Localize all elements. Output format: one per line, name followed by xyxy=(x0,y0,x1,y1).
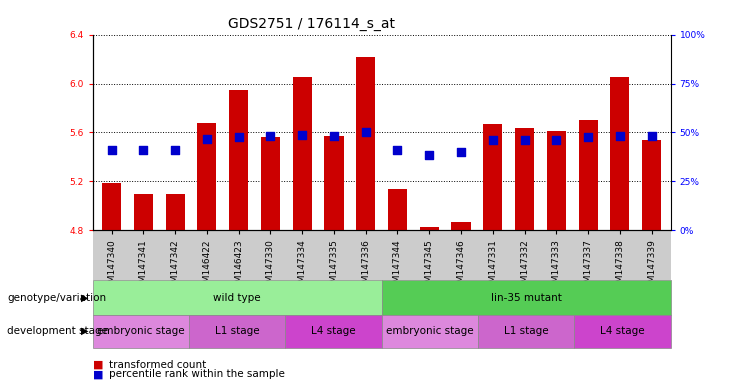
Bar xyxy=(197,123,216,230)
Bar xyxy=(388,189,407,230)
Point xyxy=(391,147,403,153)
Text: embryonic stage: embryonic stage xyxy=(97,326,185,336)
Text: L4 stage: L4 stage xyxy=(311,326,356,336)
Point xyxy=(201,136,213,142)
Text: transformed count: transformed count xyxy=(109,360,206,370)
Bar xyxy=(451,222,471,230)
Bar xyxy=(229,89,248,230)
Bar xyxy=(134,194,153,230)
Point xyxy=(614,133,625,139)
Point xyxy=(645,133,657,139)
Bar xyxy=(642,140,661,230)
Text: wild type: wild type xyxy=(213,293,261,303)
Bar xyxy=(515,127,534,230)
Bar xyxy=(611,78,629,230)
Text: L1 stage: L1 stage xyxy=(504,326,548,336)
Point xyxy=(455,149,467,155)
Bar xyxy=(483,124,502,230)
Bar xyxy=(356,56,375,230)
Point xyxy=(328,133,340,139)
Point xyxy=(582,134,594,141)
Point xyxy=(519,137,531,143)
Text: percentile rank within the sample: percentile rank within the sample xyxy=(109,369,285,379)
Text: ▶: ▶ xyxy=(82,326,89,336)
Point xyxy=(551,137,562,143)
Point xyxy=(106,147,118,153)
Point xyxy=(138,147,150,153)
Point xyxy=(423,151,435,157)
Point xyxy=(265,133,276,139)
Text: ■: ■ xyxy=(93,369,103,379)
Bar xyxy=(166,194,185,230)
Text: L4 stage: L4 stage xyxy=(600,326,645,336)
Point xyxy=(360,129,372,136)
Text: ■: ■ xyxy=(93,360,103,370)
Bar xyxy=(261,137,280,230)
Bar xyxy=(419,227,439,230)
Bar xyxy=(102,183,122,230)
Bar xyxy=(579,120,597,230)
Text: genotype/variation: genotype/variation xyxy=(7,293,107,303)
Text: development stage: development stage xyxy=(7,326,108,336)
Bar xyxy=(293,78,312,230)
Point xyxy=(169,147,181,153)
Text: ▶: ▶ xyxy=(82,293,89,303)
Point xyxy=(487,137,499,143)
Bar xyxy=(547,131,566,230)
Point xyxy=(233,134,245,141)
Text: embryonic stage: embryonic stage xyxy=(386,326,473,336)
Text: L1 stage: L1 stage xyxy=(215,326,259,336)
Point xyxy=(296,132,308,138)
Bar xyxy=(325,136,344,230)
Text: lin-35 mutant: lin-35 mutant xyxy=(491,293,562,303)
Text: GDS2751 / 176114_s_at: GDS2751 / 176114_s_at xyxy=(227,17,395,31)
